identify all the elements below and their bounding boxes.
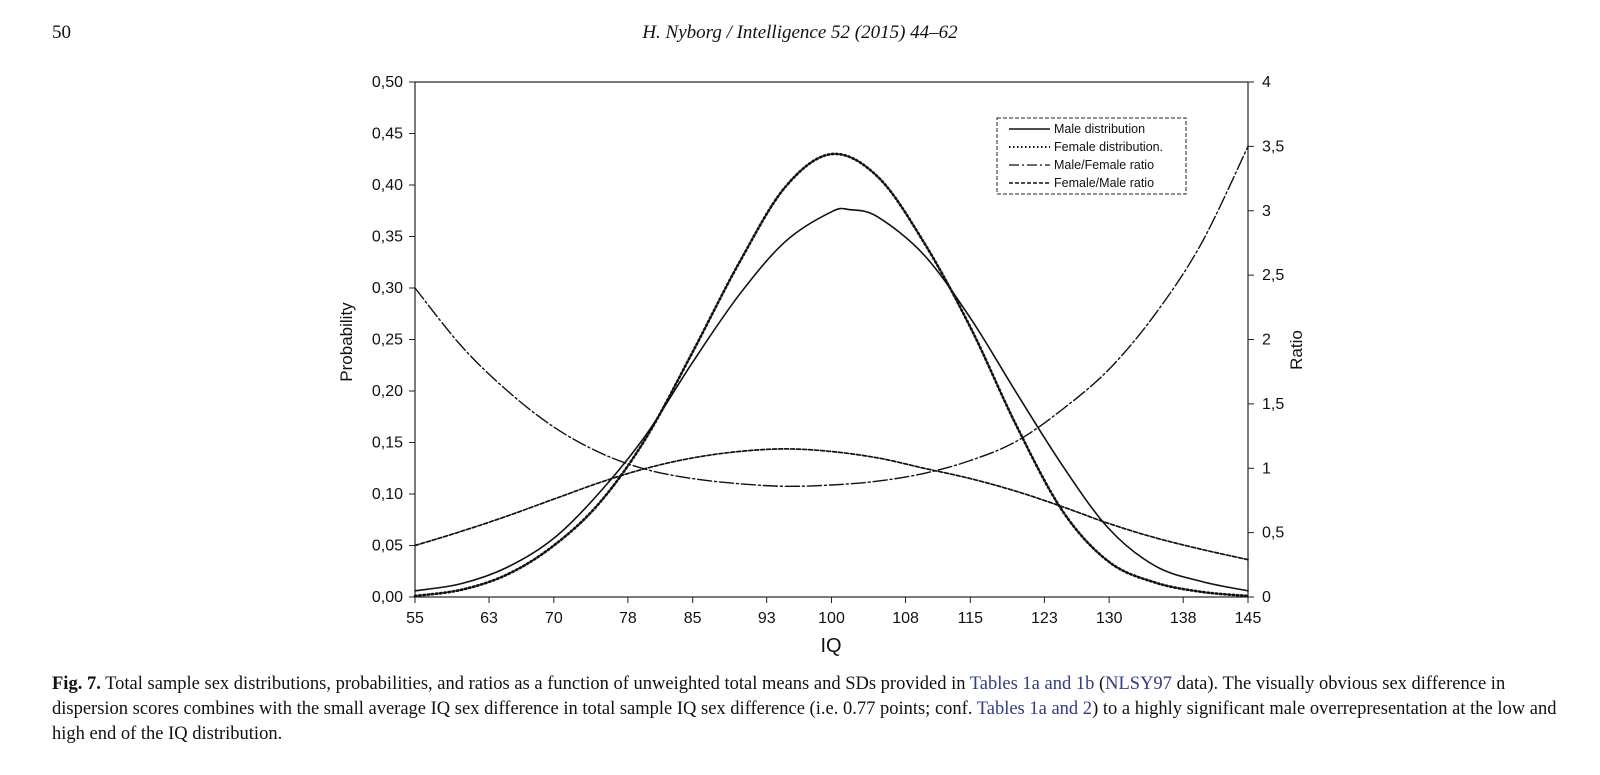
y-tick-label: 0,35 bbox=[372, 229, 403, 246]
legend-label-male-female-ratio: Male/Female ratio bbox=[1054, 158, 1154, 172]
y2-tick-label: 3 bbox=[1262, 203, 1271, 220]
x-tick-label: 108 bbox=[892, 610, 919, 627]
y-axis-title: Probability bbox=[337, 302, 356, 382]
page-number: 50 bbox=[52, 22, 71, 43]
series-line-male-female-ratio bbox=[414, 145, 1249, 488]
y-tick-label: 0,40 bbox=[372, 177, 403, 194]
caption-text-part-1: Total sample sex distributions, probabil… bbox=[100, 674, 970, 694]
legend-label-male-distribution: Male distribution bbox=[1054, 122, 1145, 136]
x-tick-label: 138 bbox=[1170, 610, 1197, 627]
y-tick-label: 0,30 bbox=[372, 280, 403, 297]
y-axis-left: 0,00 0,05 0,10 0,15 0,20 0,25 0,30 0,35 0,40 0,45… bbox=[372, 74, 415, 606]
caption-figure-label: Fig. 7. bbox=[52, 674, 101, 694]
x-axis: 55 63 70 78 85 93 100 108 115 123 130 138 145 bbox=[406, 597, 1261, 627]
x-tick-label: 130 bbox=[1096, 610, 1123, 627]
x-tick-label: 100 bbox=[818, 610, 845, 627]
x-tick-label: 115 bbox=[958, 610, 984, 627]
caption-ref-nlsy97[interactable]: NLSY97 bbox=[1105, 674, 1172, 694]
y-tick-label: 0,00 bbox=[372, 589, 403, 606]
caption-text-part-3: data). The visually obvious sex differen… bbox=[52, 674, 1506, 719]
figure-caption: Fig. 7. Total sample sex distributions, … bbox=[52, 672, 1560, 747]
x-tick-label: 93 bbox=[758, 610, 776, 627]
legend-box bbox=[996, 117, 1187, 195]
y2-tick-label: 0,5 bbox=[1262, 525, 1284, 542]
caption-ref-tables-1a-2[interactable]: Tables 1a and 2 bbox=[976, 699, 1093, 719]
x-tick-label: 85 bbox=[684, 610, 702, 627]
y-tick-label: 0,50 bbox=[372, 74, 403, 91]
x-tick-label: 55 bbox=[406, 610, 424, 627]
x-tick-label: 123 bbox=[1031, 610, 1058, 627]
series-line-male-distribution bbox=[414, 207, 1249, 592]
x-tick-label: 145 bbox=[1235, 610, 1262, 627]
running-header: H. Nyborg / Intelligence 52 (2015) 44–62 bbox=[642, 22, 958, 43]
legend: Male distribution Female distribution. M… bbox=[996, 117, 1187, 195]
legend-label-female-male-ratio: Female/Male ratio bbox=[1054, 176, 1154, 190]
y-tick-label: 0,45 bbox=[372, 126, 403, 143]
series-group bbox=[413, 145, 1250, 598]
caption-text-part-4: ) to a highly significant male overrepre… bbox=[52, 699, 1557, 744]
y2-tick-label: 1 bbox=[1262, 460, 1271, 477]
y2-tick-label: 2 bbox=[1262, 332, 1271, 349]
y-axis-right: 0 0,5 1 1,5 2 2,5 3 3,5 4 bbox=[1248, 74, 1284, 606]
y2-tick-label: 2,5 bbox=[1262, 267, 1284, 284]
y-tick-label: 0,15 bbox=[372, 435, 403, 452]
series-line-female-distribution bbox=[413, 152, 1250, 598]
y-tick-label: 0,05 bbox=[372, 538, 403, 555]
chart: 55 63 70 78 85 93 100 108 115 123 130 138 145 0,000,… bbox=[337, 74, 1306, 657]
series-line-female-male-ratio bbox=[414, 448, 1249, 561]
x-tick-label: 78 bbox=[619, 610, 637, 627]
x-tick-label: 70 bbox=[545, 610, 563, 627]
y2-tick-label: 3,5 bbox=[1262, 138, 1284, 155]
y-tick-label: 0,25 bbox=[372, 332, 403, 349]
legend-label-female-distribution: Female distribution. bbox=[1054, 140, 1163, 154]
caption-ref-tables-1a-1b[interactable]: Tables 1a and 1b bbox=[969, 674, 1095, 694]
y-tick-label: 0,10 bbox=[372, 486, 403, 503]
y2-tick-label: 4 bbox=[1262, 74, 1271, 91]
x-axis-title: IQ bbox=[820, 635, 841, 657]
y-tick-label: 0,20 bbox=[372, 383, 403, 400]
y2-axis-title: Ratio bbox=[1287, 330, 1306, 370]
y2-tick-label: 0 bbox=[1262, 589, 1271, 606]
x-tick-label: 63 bbox=[480, 610, 498, 627]
caption-text-part-2: ( bbox=[1094, 674, 1106, 694]
y2-tick-label: 1,5 bbox=[1262, 396, 1284, 413]
